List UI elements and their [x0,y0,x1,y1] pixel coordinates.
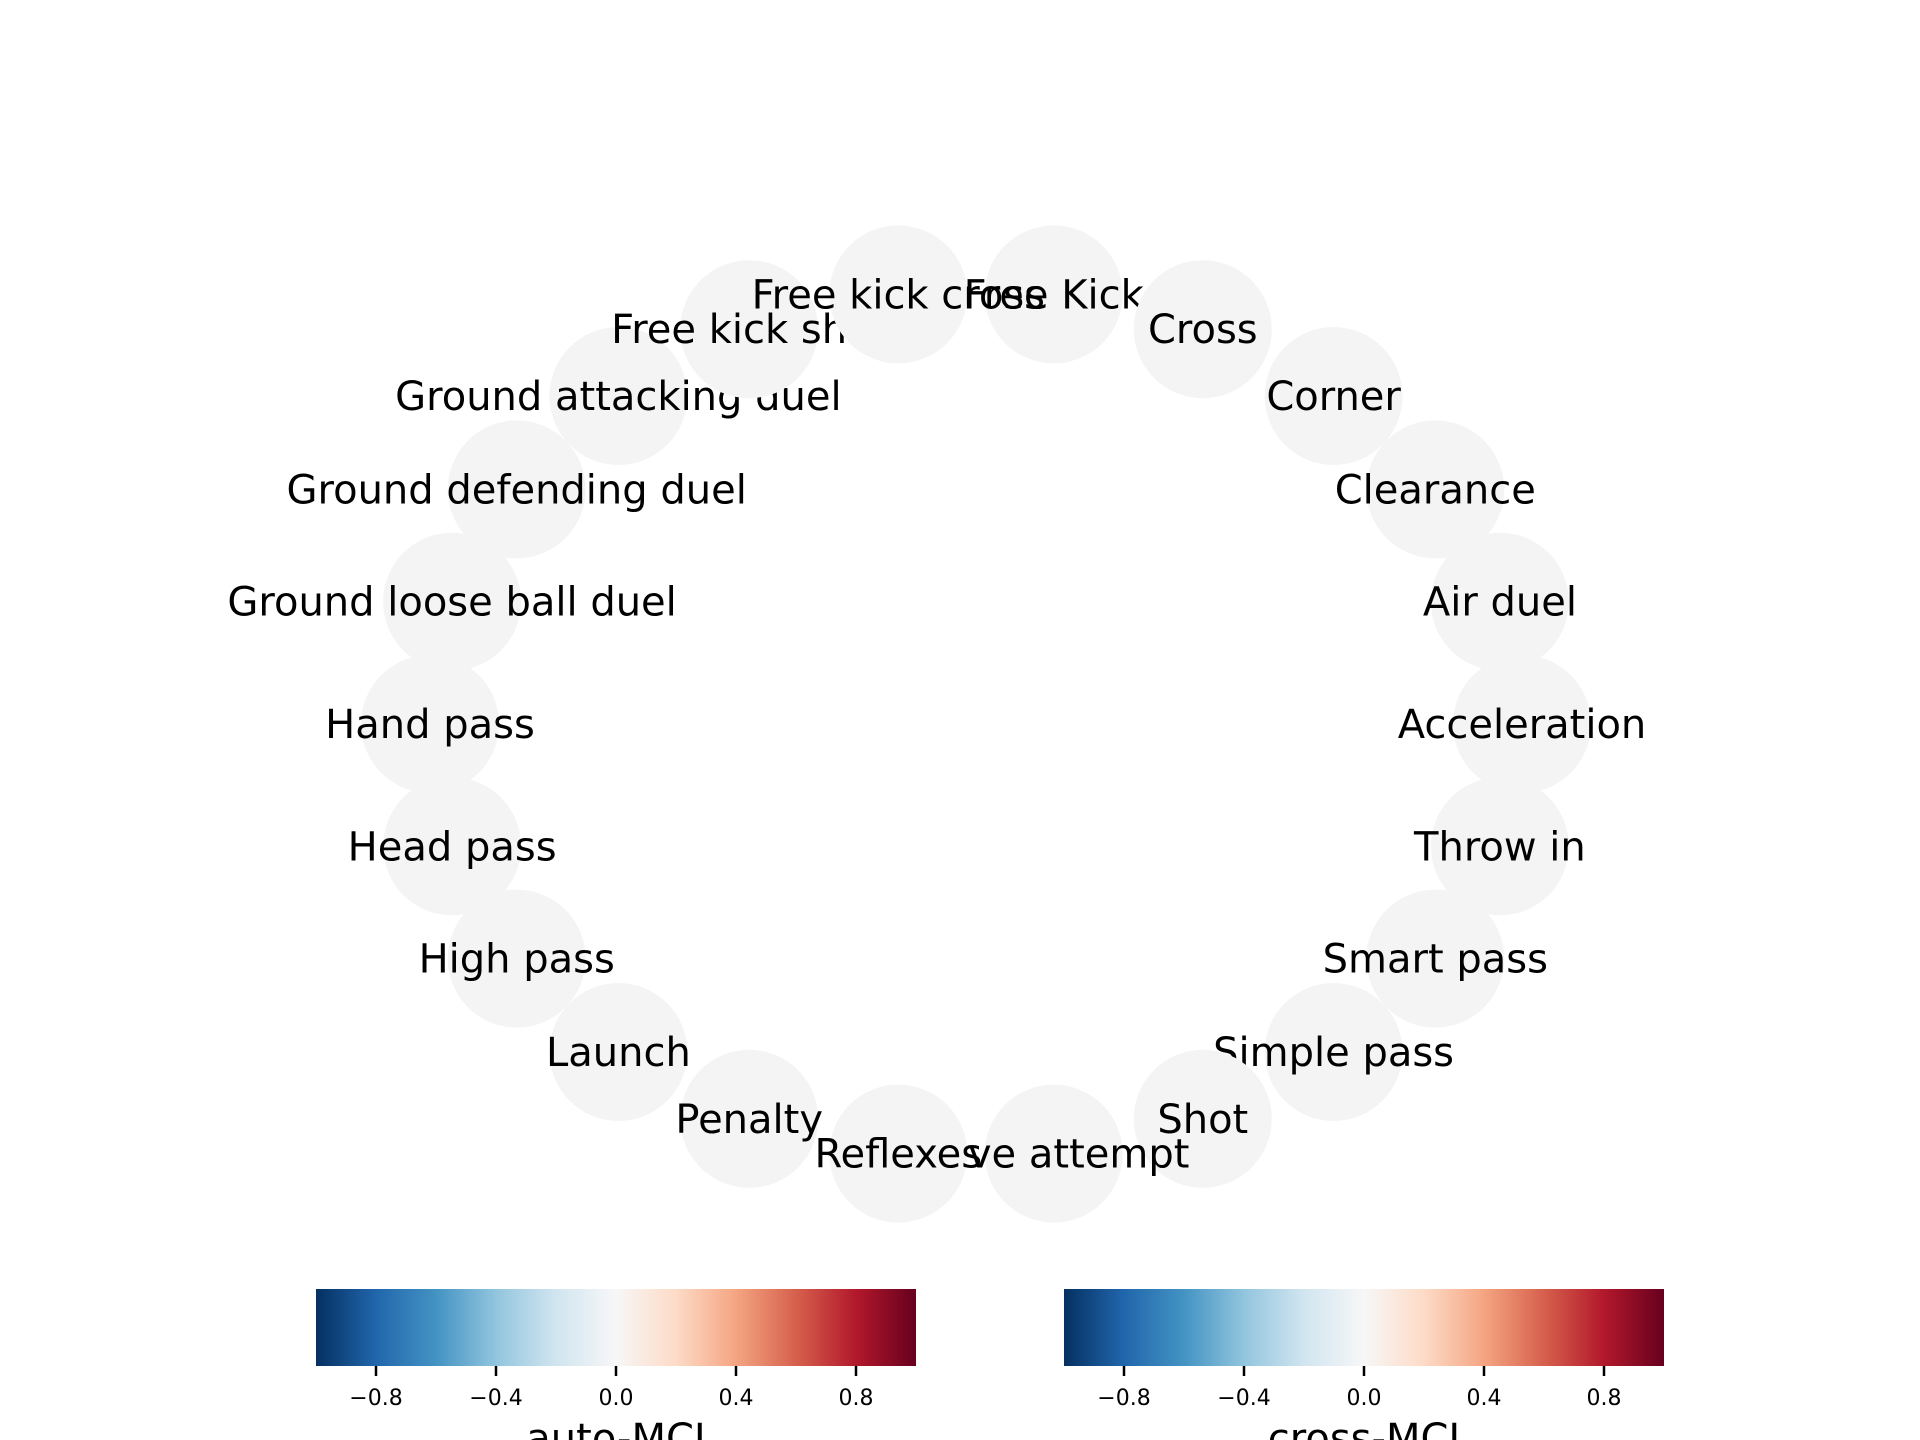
node-circle [829,225,968,364]
node-label: Throw in [1413,824,1586,870]
node-circle [1133,260,1272,399]
colorbar-title: cross-MCI [1268,1416,1460,1440]
node-circle [1430,777,1569,916]
colorbar-auto-mci: −0.8 −0.4 0.0 0.4 0.8 auto-MCI [316,1289,916,1440]
node-free-kick: Free Kick [964,225,1145,364]
node-circle [383,777,522,916]
node-label: Air duel [1423,580,1577,626]
colorbar-tick-label: 0.0 [599,1386,634,1411]
node-circle [1430,532,1569,671]
node-acceleration: Acceleration [1398,655,1647,793]
node-label: Simple pass [1213,1030,1454,1076]
node-label: High pass [419,937,615,983]
node-circle [549,983,688,1121]
colorbar-tick-label: 0.8 [1587,1386,1622,1411]
node-label: Penalty [675,1097,823,1143]
node-label: Hand pass [325,702,535,748]
node-penalty: Penalty [675,1049,823,1188]
node-circle [1264,327,1403,465]
node-free-kick-cross: Free kick cross [752,225,1045,364]
node-hand-pass: Hand pass [325,655,535,793]
colorbar-tick-label: 0.4 [719,1386,754,1411]
node-shot: Shot [1133,1049,1272,1188]
colorbar-gradient [316,1289,916,1366]
node-circle [1366,420,1505,559]
node-ground-defending-duel: Ground defending duel [287,420,747,559]
node-circle [549,327,688,465]
node-circle [984,1084,1123,1223]
node-circle [1264,983,1403,1121]
node-label: Corner [1266,374,1401,420]
colorbar-tick-label: 0.0 [1347,1386,1382,1411]
node-high-pass: High pass [419,889,615,1028]
node-label: Head pass [348,824,557,870]
node-throw-in: Throw in [1413,777,1586,916]
node-ground-loose-ball-duel: Ground loose ball duel [227,532,677,671]
colorbar-tick-label: −0.4 [1217,1386,1270,1411]
node-smart-pass: Smart pass [1323,889,1548,1028]
node-label: Free Kick [964,272,1145,318]
colorbar-cross-mci: −0.8 −0.4 0.0 0.4 0.8 cross-MCI [1064,1289,1664,1440]
node-circle [361,655,499,793]
node-circle [680,1049,819,1188]
node-circle [829,1084,968,1223]
node-clearance: Clearance [1335,420,1536,559]
node-circle [1366,889,1505,1028]
colorbar-title: auto-MCI [526,1416,705,1440]
node-label: Ground defending duel [287,467,747,513]
colorbar-tick-label: −0.8 [349,1386,402,1411]
node-label: Shot [1157,1097,1248,1143]
node-circle [680,260,819,399]
node-circle [984,225,1123,364]
colorbar-tick-label: −0.8 [1097,1386,1150,1411]
node-cross: Cross [1133,260,1272,399]
colorbar-gradient [1064,1289,1664,1366]
node-circle [1453,655,1591,793]
node-label: Cross [1148,307,1258,353]
colorbars: −0.8 −0.4 0.0 0.4 0.8 auto-MCI −0.8 −0.4 0.0 0.4 0… [316,1289,1664,1440]
node-air-duel: Air duel [1423,532,1577,671]
node-label: Reflexes [814,1132,982,1178]
node-reflexes: Reflexes [814,1084,982,1223]
node-label: Ground loose ball duel [227,580,676,626]
node-simple-pass: Simple pass [1213,983,1454,1121]
node-launch: Launch [546,983,691,1121]
colorbar-tick-label: −0.4 [469,1386,522,1411]
node-label: Acceleration [1398,702,1647,748]
colorbar-tick-label: 0.4 [1467,1386,1502,1411]
node-circle [383,532,522,671]
node-corner: Corner [1264,327,1403,465]
node-label: Smart pass [1323,937,1548,983]
colorbar-tick-label: 0.8 [839,1386,874,1411]
node-label: Launch [546,1030,691,1076]
node-circle [1133,1049,1272,1188]
node-circle [447,889,586,1028]
node-label: Clearance [1335,467,1536,513]
node-label: Free kick cross [752,272,1045,318]
node-head-pass: Head pass [348,777,557,916]
node-circle [447,420,586,559]
